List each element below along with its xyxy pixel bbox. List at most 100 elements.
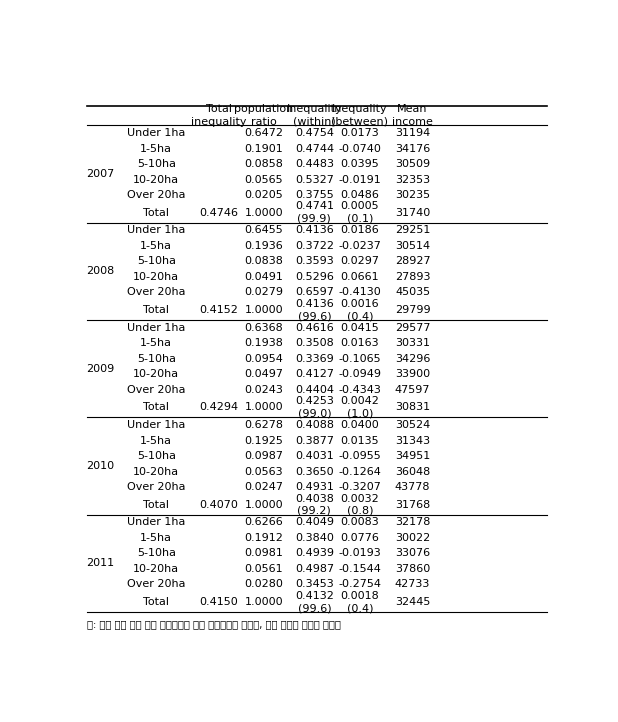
Text: 2007: 2007 [86, 169, 114, 179]
Text: -0.0949: -0.0949 [338, 369, 381, 379]
Text: 10-20ha: 10-20ha [133, 272, 179, 282]
Text: 28927: 28927 [395, 256, 430, 266]
Text: 0.3722: 0.3722 [295, 241, 334, 251]
Text: 0.4744: 0.4744 [295, 144, 334, 154]
Text: 0.6278: 0.6278 [245, 420, 284, 430]
Text: -0.3207: -0.3207 [339, 482, 381, 492]
Text: 5-10ha: 5-10ha [137, 159, 176, 169]
Text: 0.0400: 0.0400 [341, 420, 379, 430]
Text: 32353: 32353 [395, 175, 430, 185]
Text: 0.0297: 0.0297 [341, 256, 379, 266]
Text: 33900: 33900 [395, 369, 430, 379]
Text: 0.4136: 0.4136 [295, 225, 334, 235]
Text: 45035: 45035 [395, 287, 430, 297]
Text: 주: 괄호 안의 값은 전체 불평등도에 대한 백분비율을 나타냄, 평균 소득의 단위는 천원임: 주: 괄호 안의 값은 전체 불평등도에 대한 백분비율을 나타냄, 평균 소득… [87, 619, 341, 629]
Text: 0.0083: 0.0083 [341, 518, 379, 527]
Text: 0.4070: 0.4070 [199, 500, 238, 510]
Text: 0.4754: 0.4754 [295, 128, 334, 138]
Text: -0.4130: -0.4130 [339, 287, 381, 297]
Text: 0.0987: 0.0987 [245, 451, 284, 461]
Text: 2011: 2011 [86, 558, 114, 568]
Text: 10-20ha: 10-20ha [133, 369, 179, 379]
Text: Total: Total [143, 402, 169, 412]
Text: -0.2754: -0.2754 [338, 580, 381, 589]
Text: 5-10ha: 5-10ha [137, 256, 176, 266]
Text: 0.0016
(0.4): 0.0016 (0.4) [341, 299, 379, 321]
Text: -0.0955: -0.0955 [339, 451, 381, 461]
Text: Total: Total [143, 500, 169, 510]
Text: 0.4404: 0.4404 [295, 385, 334, 395]
Text: 10-20ha: 10-20ha [133, 466, 179, 477]
Text: 0.3369: 0.3369 [295, 354, 334, 364]
Text: 0.0954: 0.0954 [245, 354, 284, 364]
Text: 10-20ha: 10-20ha [133, 564, 179, 574]
Text: -0.1264: -0.1264 [339, 466, 381, 477]
Text: 27893: 27893 [395, 272, 430, 282]
Text: 1.0000: 1.0000 [245, 305, 284, 315]
Text: 0.4088: 0.4088 [295, 420, 334, 430]
Text: 1.0000: 1.0000 [245, 597, 284, 607]
Text: 0.0205: 0.0205 [245, 190, 284, 200]
Text: 30524: 30524 [395, 420, 430, 430]
Text: 0.4127: 0.4127 [295, 369, 334, 379]
Text: 0.3453: 0.3453 [295, 580, 334, 589]
Text: 0.4939: 0.4939 [295, 549, 334, 558]
Text: 0.4253
(99.0): 0.4253 (99.0) [295, 396, 334, 419]
Text: 30331: 30331 [395, 338, 430, 348]
Text: 0.5296: 0.5296 [295, 272, 334, 282]
Text: 0.0186: 0.0186 [341, 225, 379, 235]
Text: 0.4136
(99.6): 0.4136 (99.6) [295, 299, 334, 321]
Text: 0.3755: 0.3755 [295, 190, 334, 200]
Text: 0.6368: 0.6368 [245, 323, 284, 333]
Text: Total
inequality: Total inequality [191, 105, 247, 127]
Text: 33076: 33076 [395, 549, 430, 558]
Text: 0.1901: 0.1901 [245, 144, 284, 154]
Text: 34176: 34176 [395, 144, 430, 154]
Text: -0.0191: -0.0191 [339, 175, 381, 185]
Text: 0.0173: 0.0173 [341, 128, 379, 138]
Text: 30509: 30509 [395, 159, 430, 169]
Text: 0.0858: 0.0858 [245, 159, 284, 169]
Text: 31194: 31194 [395, 128, 430, 138]
Text: 30022: 30022 [395, 533, 430, 543]
Text: -0.1544: -0.1544 [339, 564, 381, 574]
Text: 0.3650: 0.3650 [295, 466, 334, 477]
Text: -0.4343: -0.4343 [339, 385, 381, 395]
Text: 43778: 43778 [395, 482, 430, 492]
Text: 29799: 29799 [395, 305, 430, 315]
Text: 32178: 32178 [395, 518, 430, 527]
Text: 0.6266: 0.6266 [245, 518, 284, 527]
Text: 0.0247: 0.0247 [245, 482, 284, 492]
Text: Over 20ha: Over 20ha [127, 580, 185, 589]
Text: 36048: 36048 [395, 466, 430, 477]
Text: 0.1938: 0.1938 [245, 338, 284, 348]
Text: 0.0032
(0.8): 0.0032 (0.8) [341, 494, 379, 516]
Text: 29251: 29251 [395, 225, 430, 235]
Text: 10-20ha: 10-20ha [133, 175, 179, 185]
Text: 30514: 30514 [395, 241, 430, 251]
Text: Total: Total [143, 597, 169, 607]
Text: 0.4746: 0.4746 [199, 208, 238, 218]
Text: Mean
income: Mean income [392, 105, 433, 127]
Text: 42733: 42733 [395, 580, 430, 589]
Text: 47597: 47597 [395, 385, 430, 395]
Text: 0.1912: 0.1912 [245, 533, 284, 543]
Text: 0.6597: 0.6597 [295, 287, 334, 297]
Text: 0.4049: 0.4049 [295, 518, 334, 527]
Text: 31768: 31768 [395, 500, 430, 510]
Text: Total: Total [143, 305, 169, 315]
Text: Over 20ha: Over 20ha [127, 190, 185, 200]
Text: Under 1ha: Under 1ha [127, 323, 185, 333]
Text: 0.4038
(99.2): 0.4038 (99.2) [295, 494, 334, 516]
Text: 1-5ha: 1-5ha [140, 435, 172, 445]
Text: 0.0486: 0.0486 [341, 190, 379, 200]
Text: Over 20ha: Over 20ha [127, 482, 185, 492]
Text: 0.4294: 0.4294 [199, 402, 238, 412]
Text: 0.0279: 0.0279 [245, 287, 284, 297]
Text: -0.0193: -0.0193 [339, 549, 381, 558]
Text: 5-10ha: 5-10ha [137, 354, 176, 364]
Text: -0.1065: -0.1065 [339, 354, 381, 364]
Text: 0.3840: 0.3840 [295, 533, 334, 543]
Text: 0.4132
(99.6): 0.4132 (99.6) [295, 591, 334, 613]
Text: 0.0018
(0.4): 0.0018 (0.4) [341, 591, 379, 613]
